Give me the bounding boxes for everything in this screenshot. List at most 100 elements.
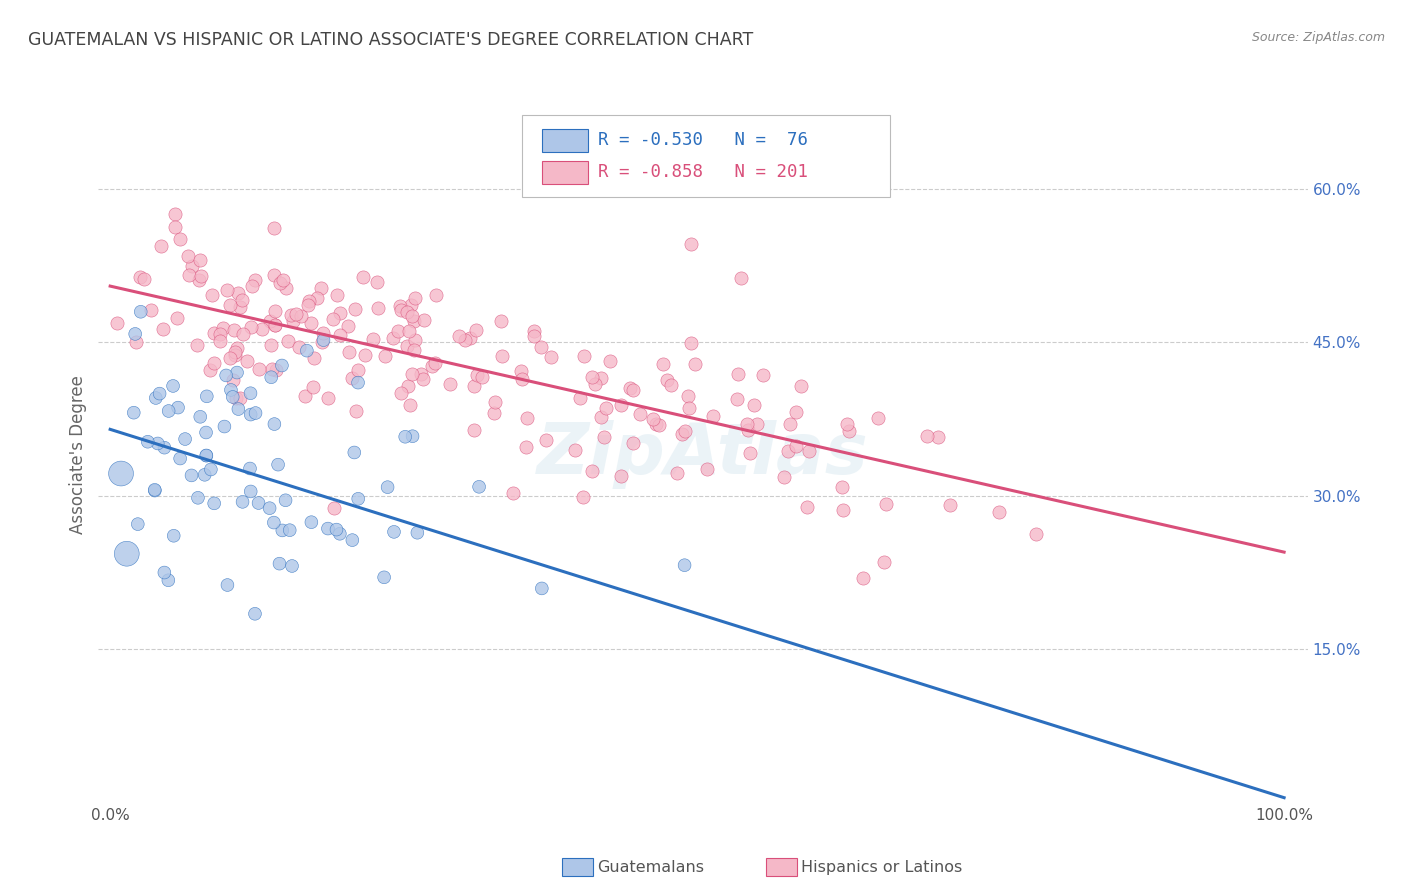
Point: [515, 440, 537, 454]
Bar: [543, 128, 588, 153]
Point: [610, 468, 633, 483]
Point: [401, 309, 423, 323]
Point: [599, 353, 621, 368]
Point: [209, 334, 232, 348]
Point: [439, 376, 461, 391]
Point: [742, 398, 765, 412]
Point: [425, 288, 447, 302]
Point: [263, 417, 285, 431]
Point: [152, 322, 174, 336]
Point: [316, 522, 339, 536]
Point: [831, 480, 853, 494]
Point: [645, 417, 668, 431]
Point: [153, 566, 176, 580]
Point: [725, 392, 748, 406]
Point: [471, 369, 494, 384]
Point: [361, 332, 384, 346]
Point: [259, 501, 281, 516]
Point: [790, 379, 813, 393]
Point: [200, 462, 222, 476]
Point: [215, 284, 238, 298]
Point: [232, 327, 254, 342]
Point: [226, 286, 249, 301]
Point: [396, 338, 419, 352]
Point: [391, 302, 413, 317]
Point: [679, 336, 702, 351]
Point: [201, 288, 224, 302]
Point: [785, 439, 807, 453]
Point: [299, 515, 322, 529]
Point: [180, 468, 202, 483]
Point: [648, 417, 671, 432]
Point: [271, 272, 294, 286]
Point: [387, 324, 409, 338]
Point: [581, 464, 603, 478]
Point: [572, 490, 595, 504]
Point: [382, 524, 405, 539]
Point: [136, 434, 159, 449]
Point: [263, 516, 285, 530]
Point: [621, 435, 644, 450]
Point: [838, 424, 860, 438]
Point: [666, 467, 689, 481]
Point: [122, 406, 145, 420]
Point: [231, 293, 253, 307]
Point: [347, 376, 370, 390]
Point: [326, 288, 349, 302]
Point: [367, 301, 389, 315]
Point: [412, 372, 434, 386]
Point: [278, 523, 301, 537]
FancyBboxPatch shape: [522, 115, 890, 197]
Point: [215, 368, 238, 383]
Point: [381, 330, 404, 344]
Point: [702, 409, 724, 423]
Point: [409, 368, 432, 382]
Point: [837, 417, 859, 432]
Point: [239, 320, 262, 334]
Point: [299, 316, 322, 330]
Point: [737, 417, 759, 431]
Point: [773, 470, 796, 484]
Point: [752, 368, 775, 382]
Point: [745, 417, 768, 431]
Point: [163, 207, 186, 221]
Point: [127, 517, 149, 532]
Point: [264, 318, 287, 333]
Point: [412, 312, 434, 326]
Point: [222, 373, 245, 387]
Point: [651, 357, 673, 371]
Point: [679, 237, 702, 252]
Point: [219, 298, 242, 312]
Point: [195, 425, 218, 440]
Point: [325, 523, 347, 537]
Point: [194, 467, 217, 482]
Point: [316, 391, 339, 405]
Point: [988, 505, 1011, 519]
Text: Source: ZipAtlas.com: Source: ZipAtlas.com: [1251, 31, 1385, 45]
Point: [401, 367, 423, 381]
Point: [342, 371, 364, 385]
Point: [468, 480, 491, 494]
Point: [399, 298, 422, 312]
Point: [398, 325, 420, 339]
Point: [239, 484, 262, 499]
Point: [366, 275, 388, 289]
Point: [167, 401, 190, 415]
Point: [146, 436, 169, 450]
Point: [540, 351, 562, 365]
Point: [263, 303, 285, 318]
Point: [797, 444, 820, 458]
Point: [214, 419, 236, 434]
Point: [727, 368, 749, 382]
Point: [730, 271, 752, 285]
Point: [166, 310, 188, 325]
Point: [285, 307, 308, 321]
Point: [149, 386, 172, 401]
Point: [595, 401, 617, 415]
Point: [264, 363, 287, 377]
Point: [404, 314, 426, 328]
Point: [523, 324, 546, 338]
Point: [235, 353, 257, 368]
Point: [267, 458, 290, 472]
Point: [163, 529, 186, 543]
